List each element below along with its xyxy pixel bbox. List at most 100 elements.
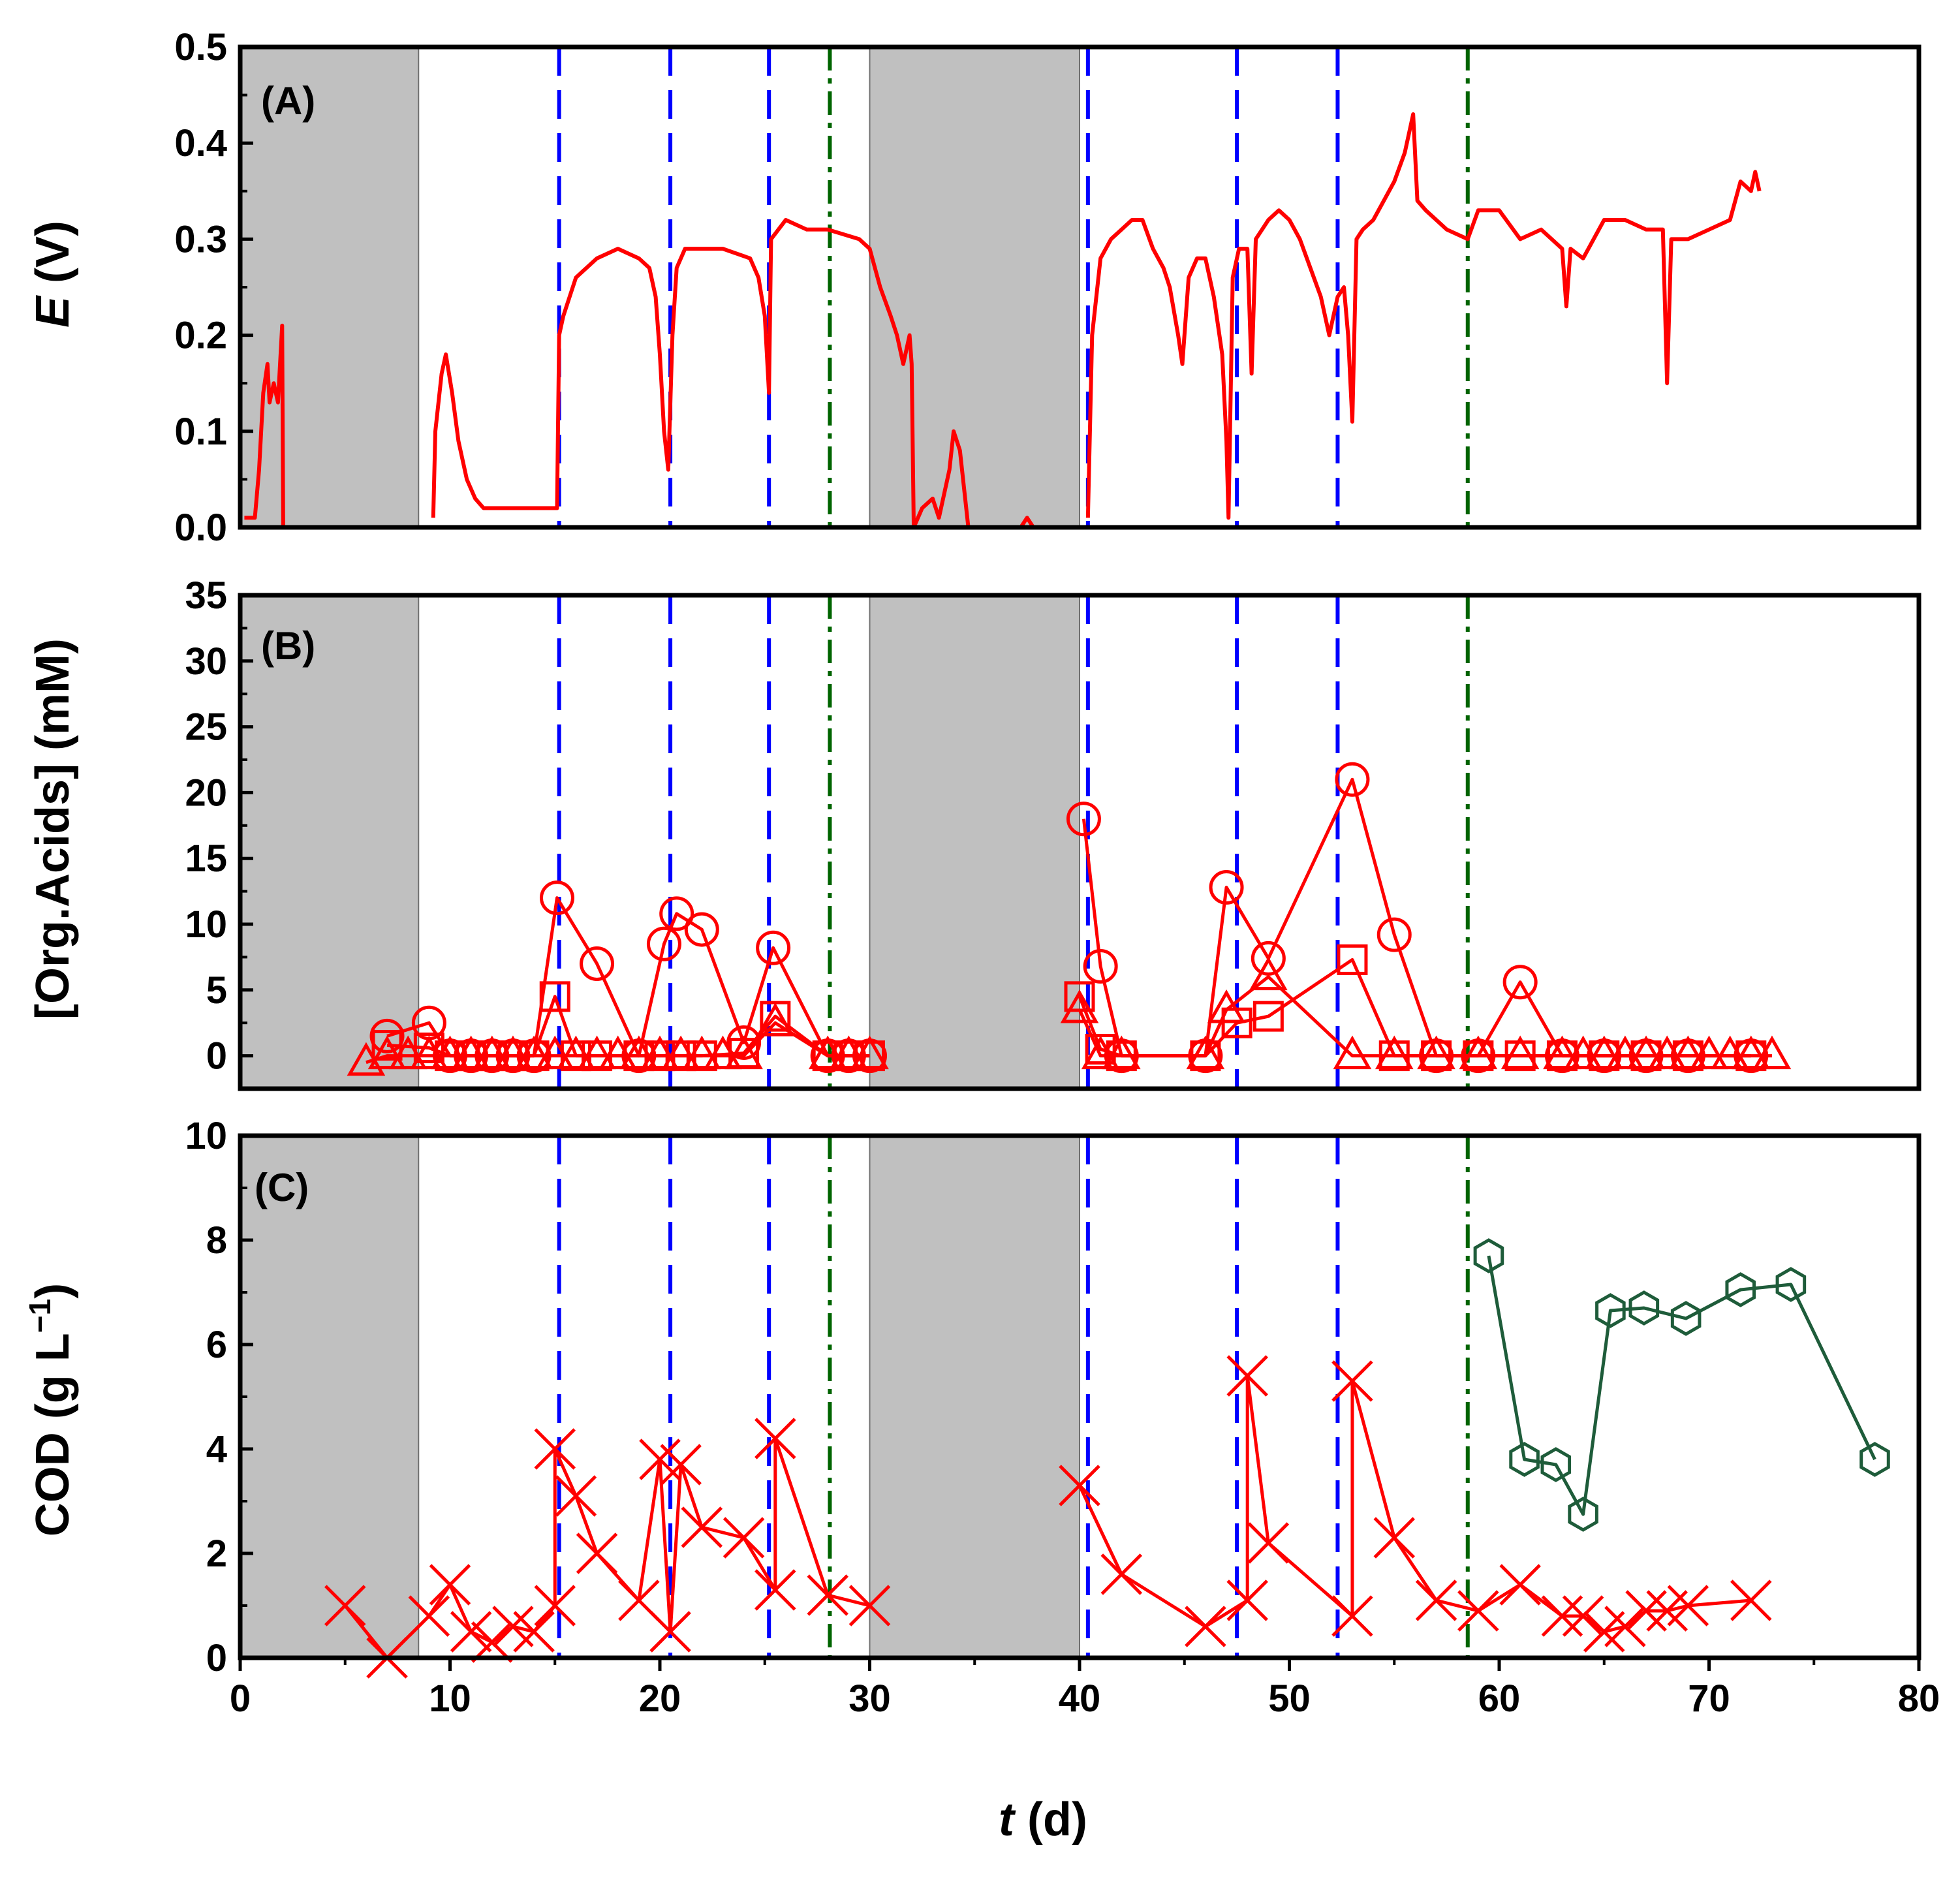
panel-c-x-marker [723,1517,765,1559]
panel-b-triangle-marker [1060,989,1099,1023]
panel-b-y-tick-label-2: 10 [185,903,227,946]
panel-c-x-marker [1059,1465,1100,1506]
panel-c-hexagon-marker [1628,1290,1660,1326]
panel-c-x-marker [1457,1590,1499,1632]
panel-b-triangle-marker [1669,1035,1707,1070]
panel-b-triangle-marker [1585,1035,1624,1070]
panel-b-shaded-region-1 [869,595,1080,1089]
panel-c-x-marker [807,1574,848,1616]
panel-a-y-tick-label-5: 0.5 [174,26,227,69]
panel-b-frame [238,593,1921,1091]
panel-a-y-title-italic: E [27,295,79,328]
panel-b-triangle-marker [1606,1035,1645,1070]
panel-c-label: (C) [255,1166,309,1209]
panel-b-series-0-line-1 [1081,777,1751,1058]
x-tick-label-7: 70 [1688,1677,1730,1720]
panel-c-y-title-sup: −1 [23,1299,57,1333]
panel-b-triangle-marker [1732,1035,1771,1070]
panel-b-triangle-marker [1249,956,1288,991]
x-tick-label-1: 10 [429,1677,471,1720]
x-title-rest: (d) [1014,1794,1087,1846]
panel-b-triangle-marker [1417,1035,1455,1070]
panel-c-y-tick-label-2: 4 [206,1428,227,1471]
panel-c-x-marker [649,1611,691,1653]
panel-b-triangle-marker [367,1035,407,1070]
panel-c-x-marker [1226,1355,1268,1397]
panel-b-square-marker [413,1033,444,1064]
panel-c-x-marker [1667,1585,1709,1626]
panel-c-y-tick-label-1: 2 [206,1533,227,1575]
panel-b-y-tick-label-5: 25 [185,706,227,749]
panel-a-y-axis-title: E (V) [27,221,79,328]
panel-b-triangle-marker [578,1035,616,1070]
panel-b-triangle-marker [1081,1035,1120,1070]
panel-b-triangle-marker [410,1035,448,1070]
panel-b-circle-marker [1377,917,1412,952]
panel-b-triangle-marker [388,1035,428,1070]
panel-c-y-tick-label-5: 10 [185,1115,227,1157]
panel-c-shaded-region-0 [240,1135,420,1658]
panel-b-square-marker [371,1029,403,1061]
panel-c-x-marker [429,1564,471,1606]
x-axis-title: t (d) [999,1794,1087,1846]
panel-a-y-tick-label-1: 0.1 [174,411,227,453]
panel-c-x-marker [1185,1606,1226,1647]
panel-c-x-marker [848,1585,891,1626]
panel-b-square-marker [760,1001,791,1032]
panel-c-x-marker [754,1569,796,1611]
panel-c-x-marker [1604,1606,1646,1647]
panel-b-triangle-marker [599,1035,637,1070]
panel-c-x-marker [1331,1360,1373,1402]
panel-b-y-tick-label-7: 35 [185,574,227,617]
panel-a-y-tick-label-0: 0.0 [174,506,227,549]
panel-b-y-tick-label-1: 5 [206,969,227,1012]
panel-b-triangle-marker [683,1035,721,1070]
panel-c: (C) 0 2 4 6 8 10 COD (g L−1) [23,1115,1921,1679]
panel-b-circle-marker [659,896,694,931]
panel-a-series-0-line-0 [244,323,285,528]
panel-b-series-2-line-0 [366,1021,870,1065]
panel-a-label: (A) [261,79,315,123]
panel-b-circle-marker [580,946,615,981]
panel-b-triangle-marker [619,1035,659,1070]
panel-b-triangle-marker [724,1035,763,1070]
panel-b-triangle-marker [704,1035,742,1070]
panel-b-triangle-marker [640,1035,679,1070]
panel-b-label: (B) [261,624,315,668]
panel-b-circle-marker [1251,941,1286,976]
panel-b-circle-marker [684,912,719,947]
panel-a-y-tick-label-3: 0.3 [174,218,227,260]
panel-c-series-1-line-0 [1487,1255,1876,1516]
panel-c-x-marker [471,1621,513,1663]
panel-c-x-marker [513,1611,555,1653]
panel-a: (A) 0.0 0.1 0.2 0.3 0.4 0.5 E (V) [27,26,1921,549]
panel-b-circle-marker [369,1018,405,1053]
panel-b-triangle-marker [473,1035,512,1070]
panel-b-triangle-marker [1375,1035,1414,1070]
panel-b-square-marker [539,981,570,1012]
panel-a-series-0-line-2 [1019,516,1035,529]
panel-b-circle-marker [1502,965,1538,1000]
panel-b: (B) 0 5 10 15 20 25 30 35 [Org.Acids] (mM) [27,574,1921,1091]
panel-c-x-marker [1625,1590,1667,1632]
panel-b-shaded-region-0 [240,595,420,1089]
panel-b-triangle-marker [661,1035,700,1070]
panel-c-x-marker [681,1506,723,1548]
panel-b-triangle-marker [1459,1035,1498,1070]
x-tick-label-3: 30 [848,1677,891,1720]
panel-a-series-0-line-3 [1085,112,1762,520]
panel-b-y-tick-label-3: 15 [185,837,227,880]
panel-b-y-tick-label-6: 30 [185,640,227,683]
panel-b-triangle-marker [756,1003,795,1036]
panel-a-shaded-region-0 [240,46,420,528]
panel-b-triangle-marker [1543,1035,1581,1070]
panel-b-circle-marker [646,926,681,961]
panel-c-x-marker [534,1585,576,1626]
panel-c-x-marker [1247,1522,1290,1564]
panel-c-x-marker [660,1444,702,1486]
panel-b-triangle-marker [1647,1035,1687,1070]
panel-c-series-0-line-0 [343,1437,871,1660]
panel-c-y-tick-label-4: 8 [206,1219,227,1262]
panel-a-y-tick-label-2: 0.2 [174,315,227,357]
